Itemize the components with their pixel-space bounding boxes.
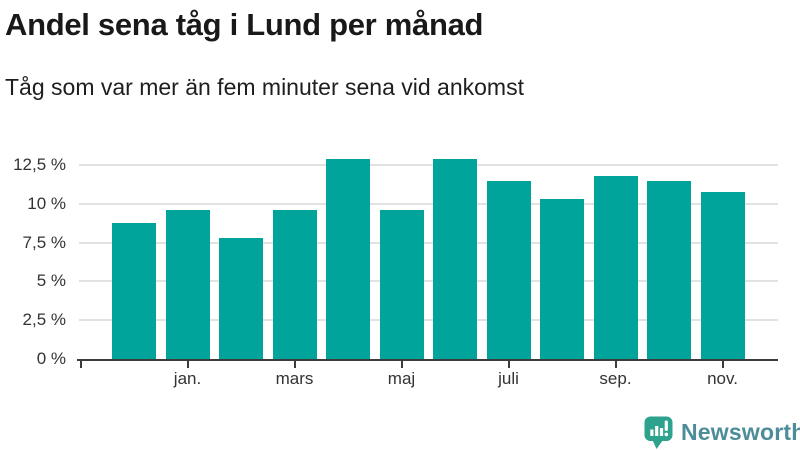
x-axis-tick-label: juli: [498, 369, 519, 388]
newsworthy-logo-icon: [644, 416, 673, 449]
y-axis-tick-label: 2,5 %: [22, 310, 66, 330]
gridline-5%: [79, 280, 778, 283]
y-axis-tick-label: 0 %: [36, 349, 66, 368]
x-axis-tick-label: maj: [387, 369, 416, 388]
chart-title: Andel sena tåg i Lund per månad: [5, 7, 484, 42]
gridline-10%: [79, 202, 778, 205]
bar-jan: [165, 210, 210, 359]
x-axis-tick-sep: [614, 361, 617, 368]
x-axis-tick-jan: [186, 361, 189, 368]
x-axis-ticks: jan. mars maj juli sep. nov.: [80, 361, 778, 393]
x-axis-tick-label: jan.: [173, 369, 202, 388]
bar-dec: [112, 222, 156, 359]
x-axis-tick-juli: [507, 361, 510, 368]
x-axis-line: [77, 359, 778, 361]
chart-subtitle: Tåg som var mer än fem minuter sena vid …: [5, 74, 524, 100]
x-axis-tick-label: sep.: [599, 369, 632, 388]
y-axis-tick-label: 5 %: [36, 271, 66, 291]
bar-juli: [486, 180, 531, 359]
bar-juni: [433, 158, 477, 359]
y-axis-tick-label: 12,5 %: [13, 155, 66, 175]
brand-name: Newsworthy: [681, 418, 800, 445]
bar-aug: [540, 199, 584, 359]
bar-nov: [700, 191, 745, 359]
x-axis-origin-tick: [80, 361, 82, 368]
x-axis-tick-label: mars: [275, 369, 314, 388]
y-axis-labels: 0 % 2,5 % 5 % 7,5 % 10 % 12,5 %: [0, 145, 66, 368]
y-axis-tick-label: 7,5 %: [22, 232, 66, 252]
gridline-7,5%: [79, 241, 778, 244]
x-axis-tick-maj: [400, 361, 403, 368]
y-axis-tick-label: 10 %: [27, 193, 66, 213]
bar-sep: [593, 176, 638, 359]
bar-feb: [219, 238, 263, 359]
gridline-12,5%: [79, 164, 778, 167]
brand-footer: Newsworthy: [644, 415, 800, 449]
bar-okt: [647, 180, 691, 359]
gridline-2,5%: [79, 319, 778, 322]
x-axis-tick-nov: [721, 361, 724, 368]
x-axis-tick-label: nov.: [707, 369, 738, 388]
plot-area: [79, 145, 778, 359]
bar-mars: [272, 210, 317, 359]
bar-maj: [379, 210, 424, 359]
x-axis-tick-mars: [293, 361, 296, 368]
bar-apr: [326, 158, 370, 359]
